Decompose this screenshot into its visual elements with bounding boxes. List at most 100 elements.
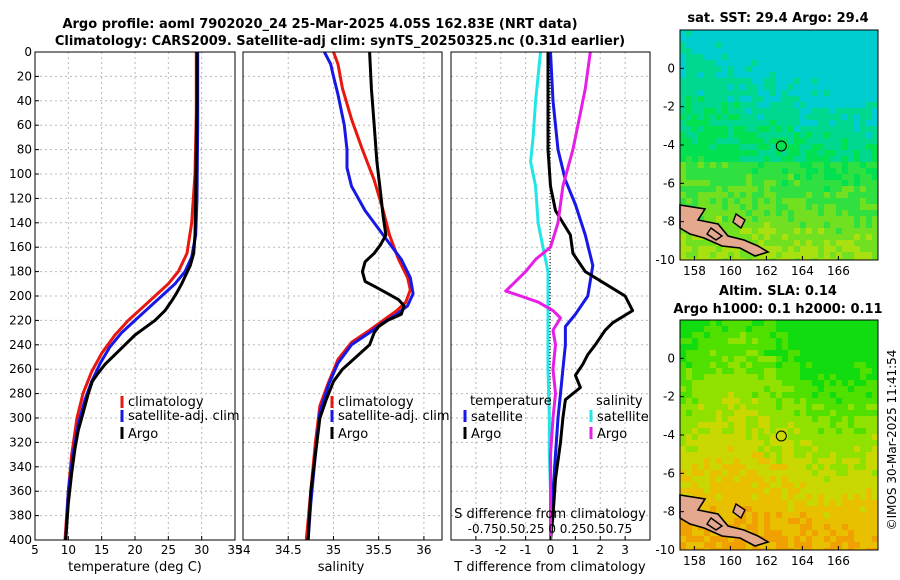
heatmap-cell [860, 392, 866, 398]
heatmap-cell [854, 434, 860, 440]
heatmap-cell [704, 452, 710, 458]
heatmap-cell [860, 344, 866, 350]
heatmap-cell [722, 482, 728, 488]
x-tick-label: 1 [572, 543, 580, 557]
heatmap-cell [860, 30, 866, 36]
heatmap-cell [728, 54, 734, 60]
heatmap-cell [740, 386, 746, 392]
heatmap-cell [818, 428, 824, 434]
heatmap-cell [872, 132, 878, 138]
heatmap-cell [842, 222, 848, 228]
heatmap-cell [746, 458, 752, 464]
heatmap-cell [722, 102, 728, 108]
y-tick-label: 40 [17, 94, 32, 108]
heatmap-cell [830, 506, 836, 512]
heatmap-cell [836, 84, 842, 90]
heatmap-cell [728, 380, 734, 386]
heatmap-cell [812, 156, 818, 162]
heatmap-cell [770, 536, 776, 542]
heatmap-cell [698, 144, 704, 150]
heatmap-cell [860, 422, 866, 428]
heatmap-cell [704, 102, 710, 108]
heatmap-cell [818, 258, 824, 260]
heatmap-cell [848, 156, 854, 162]
heatmap-cell [788, 228, 794, 234]
heatmap-cell [686, 338, 692, 344]
heatmap-cell [806, 482, 812, 488]
heatmap-cell [746, 78, 752, 84]
heatmap-cell [788, 186, 794, 192]
y-tick-label: 160 [9, 240, 32, 254]
heatmap-cell [818, 144, 824, 150]
heatmap-cell [818, 416, 824, 422]
y-tick-label: 20 [17, 69, 32, 83]
heatmap-cell [770, 338, 776, 344]
heatmap-cell [692, 440, 698, 446]
heatmap-cell [854, 186, 860, 192]
heatmap-cell [824, 356, 830, 362]
heatmap-cell [836, 368, 842, 374]
heatmap-cell [794, 114, 800, 120]
heatmap-cell [722, 90, 728, 96]
heatmap-cell [860, 156, 866, 162]
heatmap-cell [734, 258, 740, 260]
heatmap-cell [776, 494, 782, 500]
heatmap-cell [842, 174, 848, 180]
heatmap-cell [680, 476, 686, 482]
heatmap-cell [710, 332, 716, 338]
heatmap-cell [722, 344, 728, 350]
heatmap-cell [842, 30, 848, 36]
heatmap-cell [740, 500, 746, 506]
heatmap-cell [794, 404, 800, 410]
heatmap-cell [836, 548, 842, 550]
heatmap-cell [866, 422, 872, 428]
heatmap-cell [806, 252, 812, 258]
heatmap-cell [722, 132, 728, 138]
heatmap-cell [860, 252, 866, 258]
heatmap-cell [824, 362, 830, 368]
heatmap-cell [716, 506, 722, 512]
heatmap-cell [860, 66, 866, 72]
heatmap-cell [872, 404, 878, 410]
heatmap-cell [830, 156, 836, 162]
heatmap-cell [776, 198, 782, 204]
heatmap-cell [836, 530, 842, 536]
heatmap-cell [740, 150, 746, 156]
heatmap-cell [692, 464, 698, 470]
heatmap-cell [776, 326, 782, 332]
heatmap-cell [788, 392, 794, 398]
heatmap-cell [794, 392, 800, 398]
heatmap-cell [740, 168, 746, 174]
heatmap-cell [806, 222, 812, 228]
heatmap-cell [734, 446, 740, 452]
heatmap-cell [866, 512, 872, 518]
heatmap-cell [776, 482, 782, 488]
heatmap-cell [842, 530, 848, 536]
heatmap-cell [740, 48, 746, 54]
heatmap-cell [794, 216, 800, 222]
heatmap-cell [680, 126, 686, 132]
heatmap-cell [698, 174, 704, 180]
heatmap-cell [776, 362, 782, 368]
heatmap-cell [710, 494, 716, 500]
heatmap-cell [728, 404, 734, 410]
heatmap-cell [812, 440, 818, 446]
heatmap-cell [854, 542, 860, 548]
heatmap-cell [782, 338, 788, 344]
heatmap-cell [824, 216, 830, 222]
heatmap-cell [728, 536, 734, 542]
heatmap-cell [698, 386, 704, 392]
heatmap-cell [794, 240, 800, 246]
heatmap-cell [806, 126, 812, 132]
heatmap-cell [854, 470, 860, 476]
heatmap-cell [686, 174, 692, 180]
heatmap-cell [812, 356, 818, 362]
heatmap-cell [836, 398, 842, 404]
heatmap-cell [872, 482, 878, 488]
difference-panel: -3 -2 -1 0 1 2 3 T difference from climatology… [450, 51, 651, 575]
heatmap-cell [788, 452, 794, 458]
heatmap-cell [848, 500, 854, 506]
heatmap-cell [722, 204, 728, 210]
heatmap-cell [836, 48, 842, 54]
heatmap-cell [722, 506, 728, 512]
